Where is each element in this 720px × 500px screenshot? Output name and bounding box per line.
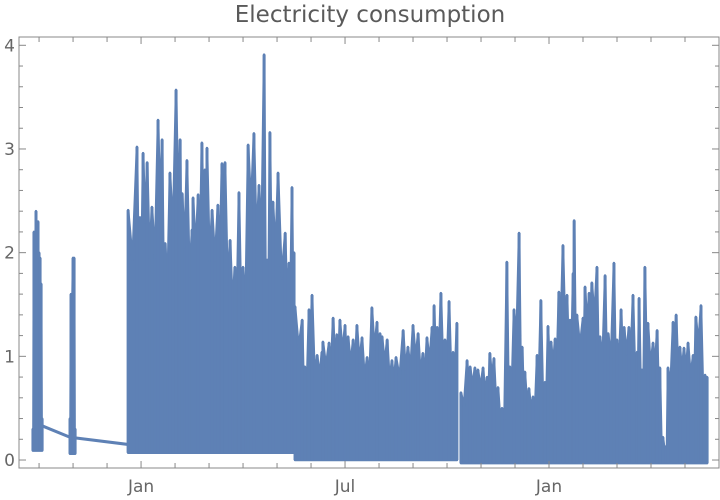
x-tick-label: Jan: [535, 477, 562, 497]
y-tick-label: 4: [4, 36, 15, 56]
series-connector-line: [41, 424, 129, 446]
y-tick-label: 2: [4, 244, 15, 264]
y-tick-label: 1: [4, 347, 15, 367]
chart-title: Electricity consumption: [234, 2, 506, 28]
y-tick-label: 0: [4, 451, 15, 471]
axes-group: Jan Jul Jan 0 1 2 3 4: [4, 36, 720, 497]
series-group: [31, 53, 709, 465]
y-tick-label: 3: [4, 140, 15, 160]
x-tick-label: Jul: [334, 477, 356, 497]
x-tick-label: Jan: [127, 477, 154, 497]
